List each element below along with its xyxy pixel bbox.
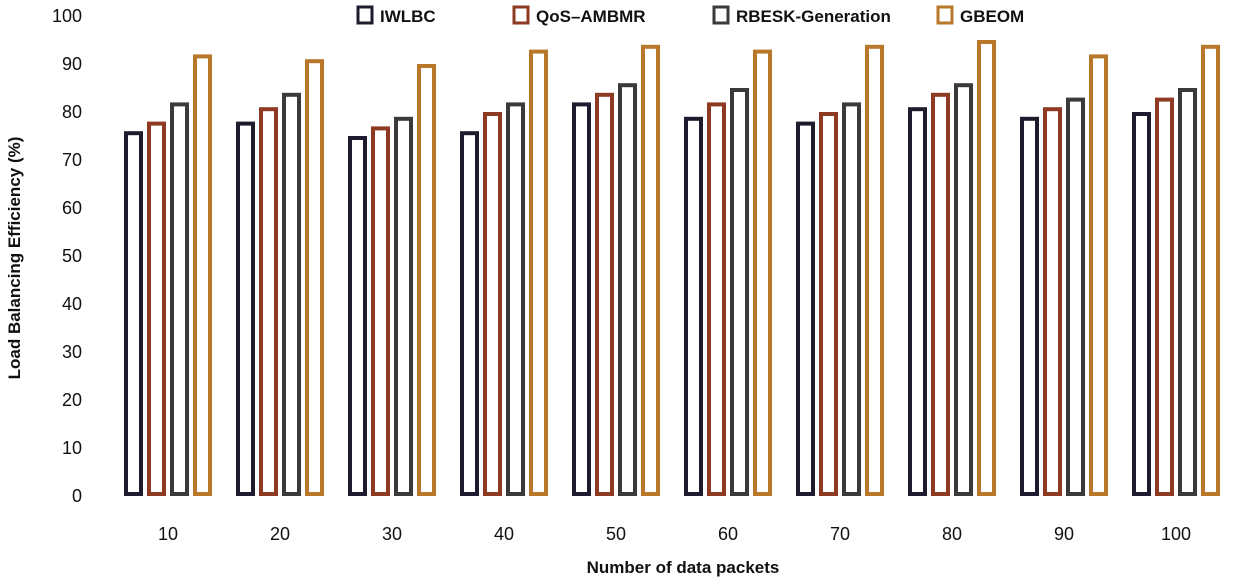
bar-qos-ambmr-10 xyxy=(147,121,166,496)
bars-layer xyxy=(124,40,1220,497)
x-tick-label: 10 xyxy=(158,524,178,544)
bar-rbesk-generation-100 xyxy=(1178,88,1197,496)
bar-gbeom-50 xyxy=(641,44,660,497)
y-tick-label: 0 xyxy=(72,486,82,506)
bar-gbeom-100 xyxy=(1201,44,1220,497)
bar-iwlbc-60 xyxy=(684,116,703,497)
bar-rbesk-generation-90 xyxy=(1066,97,1085,496)
bar-gbeom-80 xyxy=(977,40,996,496)
bar-rbesk-generation-70 xyxy=(842,102,861,497)
x-axis-ticks: 10 20 30 40 50 60 70 80 90 100 xyxy=(158,524,1191,544)
x-tick-label: 80 xyxy=(942,524,962,544)
bar-iwlbc-10 xyxy=(124,131,143,496)
bar-qos-ambmr-80 xyxy=(931,92,950,497)
bar-gbeom-30 xyxy=(417,64,436,496)
y-tick-label: 90 xyxy=(62,54,82,74)
bar-qos-ambmr-90 xyxy=(1043,107,1062,496)
bar-qos-ambmr-70 xyxy=(819,112,838,496)
bar-rbesk-generation-40 xyxy=(506,102,525,497)
bar-iwlbc-30 xyxy=(348,136,367,496)
bar-rbesk-generation-80 xyxy=(954,83,973,496)
legend-swatch xyxy=(936,5,954,25)
bar-iwlbc-80 xyxy=(908,107,927,496)
bar-qos-ambmr-30 xyxy=(371,126,390,496)
x-axis-title: Number of data packets xyxy=(587,558,780,577)
y-tick-label: 10 xyxy=(62,438,82,458)
legend: IWLBC QoS–AMBMR RBESK-Generation GBEOM xyxy=(356,5,1024,26)
y-tick-label: 30 xyxy=(62,342,82,362)
bar-iwlbc-90 xyxy=(1020,116,1039,497)
x-tick-label: 70 xyxy=(830,524,850,544)
bar-rbesk-generation-30 xyxy=(394,116,413,497)
legend-swatch xyxy=(712,5,730,25)
bar-iwlbc-20 xyxy=(236,121,255,496)
bar-qos-ambmr-20 xyxy=(259,107,278,496)
y-tick-label: 50 xyxy=(62,246,82,266)
bar-rbesk-generation-20 xyxy=(282,92,301,497)
bar-gbeom-70 xyxy=(865,44,884,497)
bar-gbeom-20 xyxy=(305,59,324,496)
x-tick-label: 90 xyxy=(1054,524,1074,544)
bar-rbesk-generation-60 xyxy=(730,88,749,496)
x-tick-label: 40 xyxy=(494,524,514,544)
legend-label: IWLBC xyxy=(380,7,436,26)
x-tick-label: 60 xyxy=(718,524,738,544)
bar-iwlbc-50 xyxy=(572,102,591,497)
y-axis-title: Load Balancing Efficiency (%) xyxy=(5,137,24,380)
y-tick-label: 20 xyxy=(62,390,82,410)
y-axis-ticks: 0 10 20 30 40 50 60 70 80 90 100 xyxy=(52,6,82,506)
x-tick-label: 100 xyxy=(1161,524,1191,544)
x-tick-label: 50 xyxy=(606,524,626,544)
y-tick-label: 60 xyxy=(62,198,82,218)
bar-gbeom-90 xyxy=(1089,54,1108,497)
bar-gbeom-10 xyxy=(193,54,212,497)
x-tick-label: 30 xyxy=(382,524,402,544)
legend-swatch xyxy=(356,5,374,25)
y-tick-label: 70 xyxy=(62,150,82,170)
bar-qos-ambmr-100 xyxy=(1155,97,1174,496)
bar-qos-ambmr-60 xyxy=(707,102,726,497)
legend-label: QoS–AMBMR xyxy=(536,7,646,26)
legend-label: GBEOM xyxy=(960,7,1024,26)
y-tick-label: 100 xyxy=(52,6,82,26)
legend-label: RBESK-Generation xyxy=(736,7,891,26)
bar-iwlbc-100 xyxy=(1132,112,1151,496)
bar-iwlbc-70 xyxy=(796,121,815,496)
bar-qos-ambmr-50 xyxy=(595,92,614,497)
bar-iwlbc-40 xyxy=(460,131,479,496)
legend-swatch xyxy=(512,5,530,25)
bar-qos-ambmr-40 xyxy=(483,112,502,496)
y-tick-label: 40 xyxy=(62,294,82,314)
bar-rbesk-generation-50 xyxy=(618,83,637,496)
bar-gbeom-60 xyxy=(753,49,772,496)
bar-rbesk-generation-10 xyxy=(170,102,189,497)
bar-gbeom-40 xyxy=(529,49,548,496)
x-tick-label: 20 xyxy=(270,524,290,544)
y-tick-label: 80 xyxy=(62,102,82,122)
